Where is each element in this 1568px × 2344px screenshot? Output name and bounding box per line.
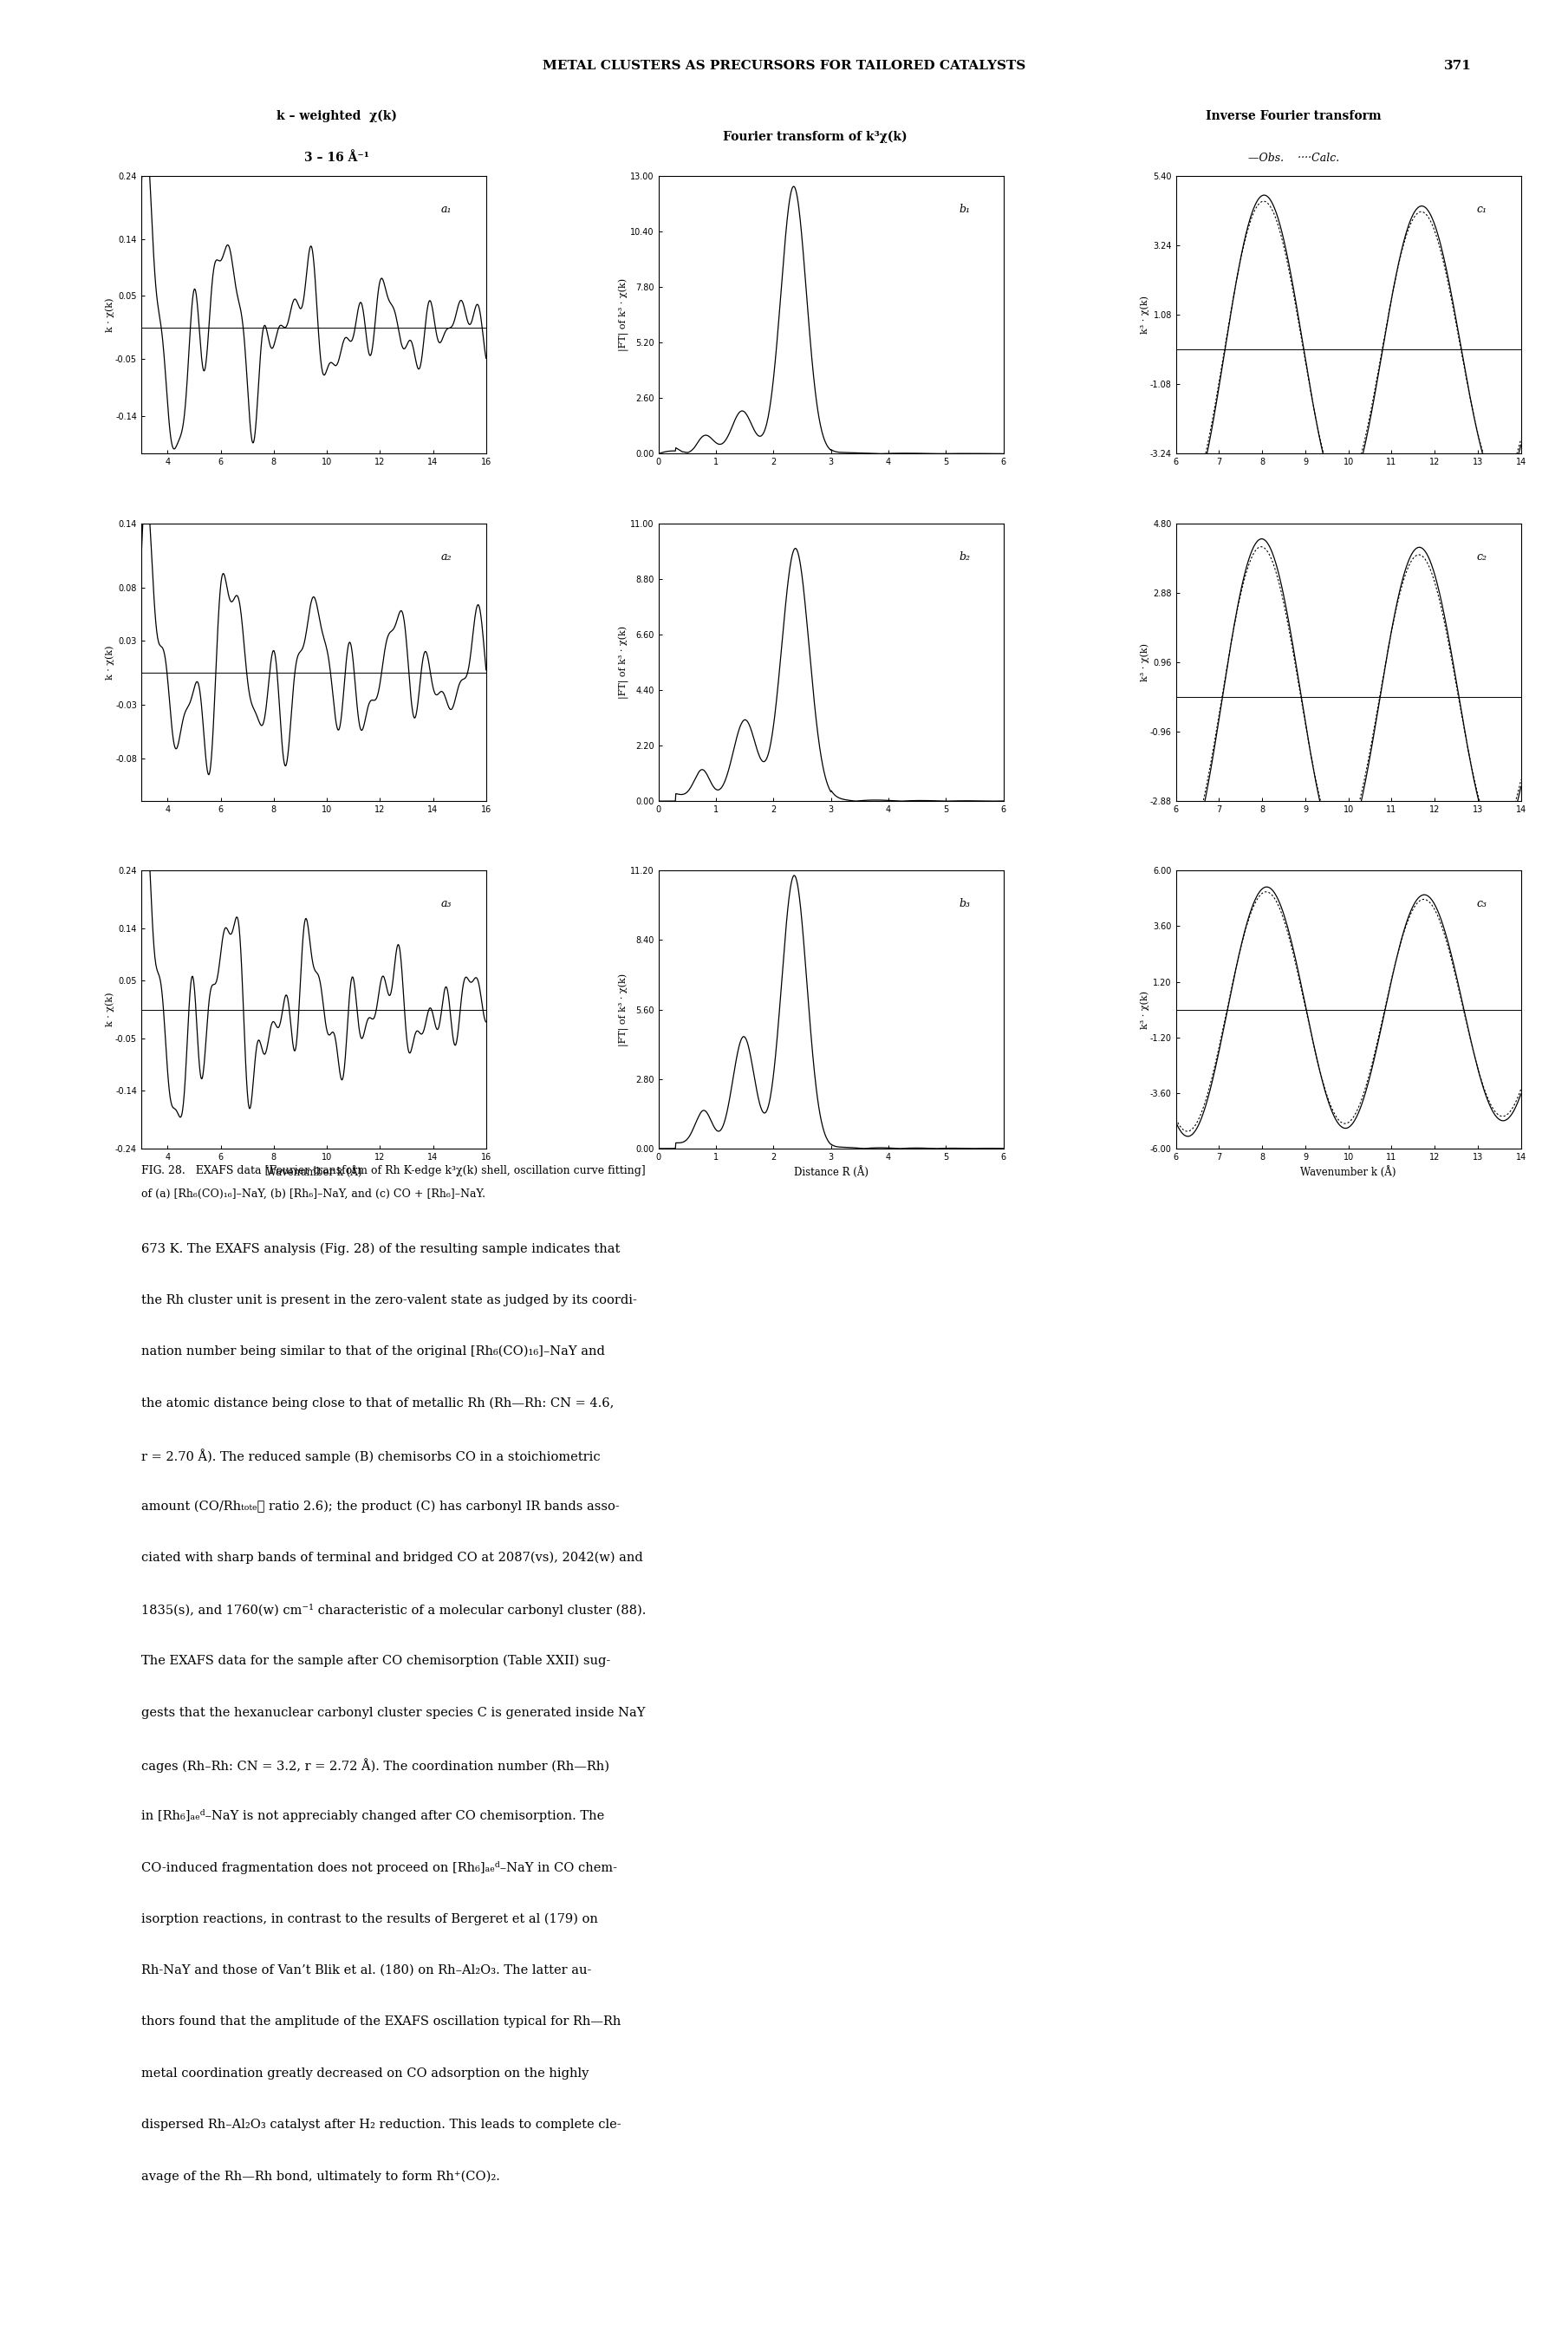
Y-axis label: |FT| of k³ · χ(k): |FT| of k³ · χ(k) — [619, 973, 629, 1045]
Text: in [Rh₆]ₐₑᵈ–NaY is not appreciably changed after CO chemisorption. The: in [Rh₆]ₐₑᵈ–NaY is not appreciably chang… — [141, 1810, 604, 1824]
Text: of (a) [Rh₆(CO)₁₆]–NaY, (b) [Rh₆]–NaY, and (c) CO + [Rh₆]–NaY.: of (a) [Rh₆(CO)₁₆]–NaY, (b) [Rh₆]–NaY, a… — [141, 1188, 485, 1200]
Y-axis label: k³ · χ(k): k³ · χ(k) — [1140, 295, 1149, 333]
Y-axis label: |FT| of k³ · χ(k): |FT| of k³ · χ(k) — [619, 279, 629, 352]
Y-axis label: k · χ(k): k · χ(k) — [105, 992, 114, 1027]
Y-axis label: |FT| of k³ · χ(k): |FT| of k³ · χ(k) — [619, 626, 629, 699]
Text: a₃: a₃ — [441, 898, 452, 909]
Text: avage of the Rh—Rh bond, ultimately to form Rh⁺(CO)₂.: avage of the Rh—Rh bond, ultimately to f… — [141, 2171, 500, 2182]
Text: Inverse Fourier transform: Inverse Fourier transform — [1206, 110, 1381, 122]
Text: gests that the hexanuclear carbonyl cluster species C is generated inside NaY: gests that the hexanuclear carbonyl clus… — [141, 1706, 644, 1718]
Text: metal coordination greatly decreased on CO adsorption on the highly: metal coordination greatly decreased on … — [141, 2067, 588, 2079]
Text: b₂: b₂ — [958, 551, 971, 563]
Text: b₁: b₁ — [958, 204, 971, 216]
Text: Fourier transform of k³χ(k): Fourier transform of k³χ(k) — [723, 131, 908, 143]
Y-axis label: k · χ(k): k · χ(k) — [105, 298, 114, 333]
X-axis label: Wavenumber k (Å): Wavenumber k (Å) — [1300, 1167, 1397, 1179]
Text: a₁: a₁ — [441, 204, 452, 216]
Text: ciated with sharp bands of terminal and bridged CO at 2087(vs), 2042(w) and: ciated with sharp bands of terminal and … — [141, 1552, 643, 1563]
Text: The EXAFS data for the sample after CO chemisorption (Table XXII) sug-: The EXAFS data for the sample after CO c… — [141, 1655, 610, 1667]
X-axis label: Wavenumber k (Å): Wavenumber k (Å) — [265, 1167, 362, 1179]
Text: Rh-NaY and those of Van’t Blik et al. (180) on Rh–Al₂O₃. The latter au-: Rh-NaY and those of Van’t Blik et al. (1… — [141, 1964, 591, 1976]
Text: amount (CO/Rhₜₒₜₑℹ ratio 2.6); the product (C) has carbonyl IR bands asso-: amount (CO/Rhₜₒₜₑℹ ratio 2.6); the produ… — [141, 1500, 619, 1512]
Text: nation number being similar to that of the original [Rh₆(CO)₁₆]–NaY and: nation number being similar to that of t… — [141, 1345, 605, 1357]
Text: cages (Rh–Rh: CN = 3.2, r = 2.72 Å). The coordination number (Rh—Rh): cages (Rh–Rh: CN = 3.2, r = 2.72 Å). The… — [141, 1758, 610, 1772]
Text: CO-induced fragmentation does not proceed on [Rh₆]ₐₑᵈ–NaY in CO chem-: CO-induced fragmentation does not procee… — [141, 1861, 616, 1875]
Text: c₃: c₃ — [1475, 898, 1486, 909]
Text: FIG. 28.   EXAFS data [Fourier transform of Rh K-edge k³χ(k) shell, oscillation : FIG. 28. EXAFS data [Fourier transform o… — [141, 1165, 646, 1177]
Text: c₁: c₁ — [1475, 204, 1486, 216]
Text: METAL CLUSTERS AS PRECURSORS FOR TAILORED CATALYSTS: METAL CLUSTERS AS PRECURSORS FOR TAILORE… — [543, 59, 1025, 73]
Y-axis label: k³ · χ(k): k³ · χ(k) — [1140, 992, 1149, 1029]
Text: 1835(s), and 1760(w) cm⁻¹ characteristic of a molecular carbonyl cluster (88).: 1835(s), and 1760(w) cm⁻¹ characteristic… — [141, 1603, 646, 1617]
Text: r = 2.70 Å). The reduced sample (B) chemisorbs CO in a stoichiometric: r = 2.70 Å). The reduced sample (B) chem… — [141, 1449, 601, 1463]
Text: 371: 371 — [1444, 59, 1472, 73]
Text: the atomic distance being close to that of metallic Rh (Rh—Rh: CN = 4.6,: the atomic distance being close to that … — [141, 1397, 613, 1409]
Text: 673 K. The EXAFS analysis (Fig. 28) of the resulting sample indicates that: 673 K. The EXAFS analysis (Fig. 28) of t… — [141, 1242, 619, 1254]
Text: —Obs.    ····Calc.: —Obs. ····Calc. — [1248, 152, 1339, 164]
Text: isorption reactions, in contrast to the results of Bergeret et al (179) on: isorption reactions, in contrast to the … — [141, 1913, 597, 1924]
Text: dispersed Rh–Al₂O₃ catalyst after H₂ reduction. This leads to complete cle-: dispersed Rh–Al₂O₃ catalyst after H₂ red… — [141, 2119, 621, 2131]
Text: k – weighted  χ(k): k – weighted χ(k) — [278, 110, 397, 122]
Text: a₂: a₂ — [441, 551, 452, 563]
X-axis label: Distance R (Å): Distance R (Å) — [793, 1167, 869, 1179]
Text: 3 – 16 Å⁻¹: 3 – 16 Å⁻¹ — [304, 152, 370, 164]
Text: the Rh cluster unit is present in the zero-valent state as judged by its coordi-: the Rh cluster unit is present in the ze… — [141, 1294, 637, 1306]
Text: thors found that the amplitude of the EXAFS oscillation typical for Rh—Rh: thors found that the amplitude of the EX… — [141, 2016, 621, 2028]
Y-axis label: k³ · χ(k): k³ · χ(k) — [1140, 642, 1149, 682]
Text: b₃: b₃ — [958, 898, 971, 909]
Text: c₂: c₂ — [1475, 551, 1486, 563]
Y-axis label: k · χ(k): k · χ(k) — [105, 645, 114, 680]
